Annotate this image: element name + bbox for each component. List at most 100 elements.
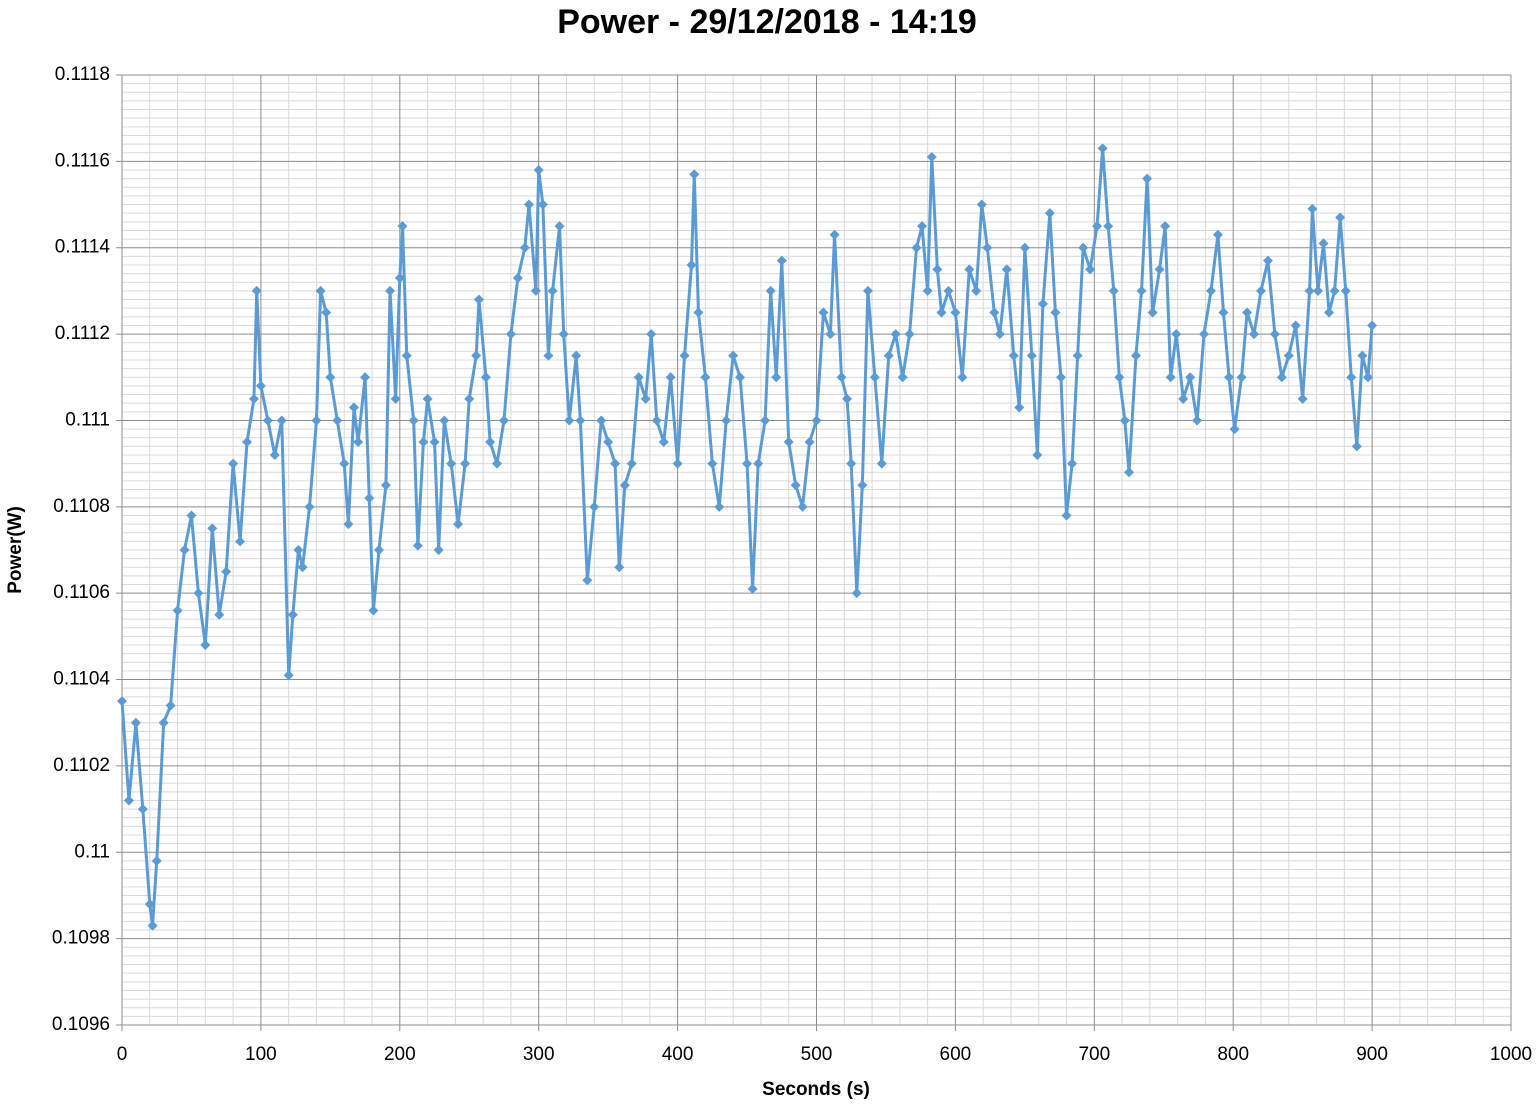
data-point	[1026, 350, 1037, 361]
data-point	[1236, 372, 1247, 383]
data-point	[147, 920, 158, 931]
data-point	[735, 372, 746, 383]
data-point	[1103, 221, 1114, 232]
data-point	[596, 415, 607, 426]
data-point	[1283, 350, 1294, 361]
data-point	[926, 152, 937, 163]
data-point	[869, 372, 880, 383]
data-point	[1229, 424, 1240, 435]
data-point	[397, 221, 408, 232]
data-point	[721, 415, 732, 426]
y-tick-label: 0.11	[74, 841, 110, 862]
data-point	[165, 700, 176, 711]
data-point	[353, 437, 364, 448]
data-point	[846, 458, 857, 469]
data-point	[1205, 285, 1216, 296]
data-point	[994, 329, 1005, 340]
data-point	[825, 329, 836, 340]
data-point	[582, 575, 593, 586]
data-point	[401, 350, 412, 361]
data-point	[564, 415, 575, 426]
data-point	[200, 640, 211, 650]
data-point	[429, 437, 440, 448]
data-point	[460, 458, 471, 469]
data-point	[269, 450, 280, 460]
data-point	[1097, 143, 1108, 154]
data-point	[1335, 212, 1346, 223]
data-point	[1340, 285, 1351, 296]
data-point	[989, 307, 1000, 318]
data-point	[283, 670, 294, 681]
data-point	[1092, 221, 1103, 232]
data-point	[1044, 208, 1055, 219]
data-point	[464, 393, 475, 404]
data-point	[1050, 307, 1061, 318]
data-point	[1160, 221, 1171, 232]
data-point	[485, 437, 496, 448]
data-point	[1130, 350, 1141, 361]
data-point	[603, 437, 614, 448]
x-axis-title: Seconds (s)	[762, 1079, 870, 1100]
data-point	[1218, 307, 1229, 318]
data-point	[373, 545, 384, 555]
x-tick-label: 200	[384, 1044, 416, 1065]
data-point	[1055, 372, 1066, 383]
data-point	[890, 329, 901, 340]
data-point	[262, 415, 273, 426]
data-point	[783, 437, 794, 448]
data-point	[422, 393, 433, 404]
data-point	[473, 294, 484, 305]
data-point	[304, 501, 315, 512]
data-point	[971, 285, 982, 296]
data-point	[385, 285, 396, 296]
data-point	[679, 350, 690, 361]
data-point	[1178, 393, 1189, 404]
data-point	[439, 415, 450, 426]
data-point	[1224, 372, 1235, 383]
data-point	[686, 260, 697, 270]
data-point	[537, 199, 548, 210]
data-point	[235, 536, 246, 547]
y-tick-label: 0.1102	[53, 755, 110, 776]
y-tick-label: 0.1106	[53, 582, 110, 603]
data-point	[325, 372, 336, 383]
data-point	[1001, 264, 1012, 275]
data-point	[1351, 441, 1362, 452]
y-tick-label: 0.1098	[52, 928, 110, 949]
data-point	[1367, 320, 1378, 331]
data-point	[1357, 350, 1368, 361]
data-point	[1037, 298, 1048, 309]
data-point	[917, 221, 928, 232]
data-point	[1067, 458, 1078, 469]
data-point	[480, 372, 491, 383]
data-point	[1324, 307, 1335, 318]
data-point	[790, 480, 801, 491]
data-point	[836, 372, 847, 383]
data-point	[228, 458, 239, 469]
data-point	[1307, 203, 1318, 214]
data-point	[547, 285, 558, 296]
data-point	[297, 562, 308, 573]
data-point	[364, 493, 375, 504]
data-point	[492, 458, 503, 469]
data-point	[498, 415, 509, 426]
x-tick-label: 300	[523, 1044, 555, 1065]
data-point	[1014, 402, 1025, 413]
data-point	[964, 264, 975, 275]
data-point	[1346, 372, 1357, 383]
data-point	[765, 285, 776, 296]
data-point	[1312, 285, 1323, 296]
data-point	[1136, 285, 1147, 296]
data-point	[207, 523, 218, 534]
x-tick-label: 400	[662, 1044, 694, 1065]
data-point	[151, 855, 162, 866]
y-tick-label: 0.1116	[55, 150, 110, 171]
y-tick-label: 0.1112	[55, 323, 110, 344]
data-point	[1297, 393, 1308, 404]
data-point	[862, 285, 873, 296]
data-point	[922, 285, 933, 296]
data-point	[348, 402, 359, 413]
data-point	[554, 221, 565, 232]
data-point	[433, 545, 444, 555]
